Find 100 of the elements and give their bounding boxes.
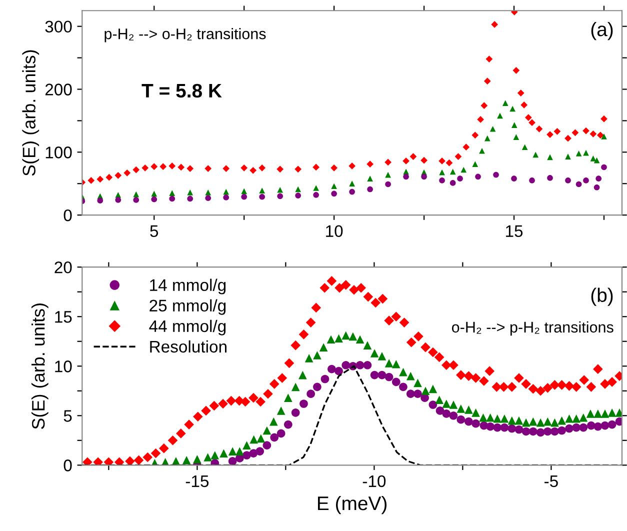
point — [450, 168, 456, 175]
point — [536, 428, 545, 437]
point — [205, 195, 212, 201]
point — [132, 166, 140, 174]
y-tick-label: 20 — [54, 261, 72, 274]
point — [493, 423, 502, 432]
point — [502, 100, 508, 106]
x-tick-label: 15 — [506, 225, 523, 238]
point — [582, 127, 590, 134]
point — [497, 112, 503, 119]
point — [88, 177, 95, 184]
point — [277, 193, 283, 200]
point — [312, 164, 320, 171]
point — [547, 175, 553, 181]
point — [96, 176, 104, 183]
point — [124, 169, 131, 176]
point — [150, 163, 158, 170]
point — [601, 134, 607, 140]
point — [490, 126, 496, 132]
point — [370, 370, 379, 380]
point — [223, 194, 230, 200]
point — [258, 164, 266, 172]
point — [514, 425, 524, 434]
point — [594, 422, 602, 431]
point — [348, 162, 356, 170]
point — [313, 185, 319, 191]
point — [186, 165, 194, 172]
point — [410, 153, 417, 160]
point — [484, 135, 490, 142]
point — [270, 433, 279, 442]
point — [583, 178, 589, 184]
legend-label: 25 mmol/g — [150, 299, 226, 315]
point — [349, 188, 355, 195]
point — [420, 156, 428, 164]
point — [512, 66, 520, 74]
point — [204, 165, 212, 172]
point — [356, 360, 364, 370]
point — [169, 196, 176, 202]
x-tick-label: 5 — [150, 225, 158, 238]
point — [291, 408, 300, 417]
point — [367, 176, 373, 182]
point — [262, 441, 272, 450]
legend-label: Resolution — [150, 340, 226, 353]
point — [446, 159, 453, 166]
point — [464, 417, 473, 426]
point — [160, 163, 167, 170]
point — [367, 186, 373, 192]
x-tick-label: -15 — [186, 475, 209, 488]
legend-label: 14 mmol/g — [150, 278, 226, 294]
point — [392, 378, 400, 386]
point — [550, 427, 559, 436]
point — [594, 157, 600, 164]
point — [256, 447, 264, 456]
point — [565, 154, 571, 160]
point — [486, 422, 494, 431]
point — [608, 420, 616, 429]
point — [133, 191, 140, 198]
point — [313, 192, 319, 198]
point — [439, 178, 445, 184]
point — [572, 423, 580, 432]
y-tick-label: 0 — [64, 209, 72, 222]
y-tick-label: 10 — [55, 360, 72, 372]
point — [436, 406, 444, 415]
point — [460, 166, 467, 173]
point — [576, 150, 582, 156]
point — [511, 176, 517, 182]
annotation: (a) — [591, 22, 613, 40]
point — [479, 148, 485, 154]
point — [320, 374, 330, 384]
point — [600, 421, 610, 430]
x-tick-label: -10 — [362, 475, 386, 488]
legend-label: 44 mmol/g — [149, 320, 226, 336]
point — [484, 78, 491, 85]
point — [594, 184, 600, 190]
x-tick-label: 10 — [326, 225, 343, 238]
y-tick-label: 300 — [45, 20, 72, 33]
point — [572, 129, 579, 136]
point — [456, 415, 466, 424]
point — [114, 172, 122, 179]
point — [294, 166, 302, 173]
point — [600, 115, 608, 122]
point — [596, 132, 604, 139]
point — [428, 400, 438, 409]
point — [168, 162, 176, 170]
point — [564, 134, 572, 142]
point — [228, 457, 237, 466]
point — [384, 372, 394, 382]
point — [510, 106, 516, 112]
point — [576, 181, 582, 188]
point — [178, 164, 185, 171]
point — [565, 178, 571, 184]
x-axis-title: E (meV) — [318, 496, 387, 514]
point — [330, 164, 338, 172]
point — [480, 102, 488, 110]
point — [187, 196, 194, 202]
y-axis-title: S(E) (arb. units) — [31, 304, 48, 430]
y-tick-label: 15 — [55, 311, 72, 323]
point — [378, 370, 386, 380]
y-tick-label: 0 — [64, 460, 72, 472]
point — [363, 360, 372, 370]
